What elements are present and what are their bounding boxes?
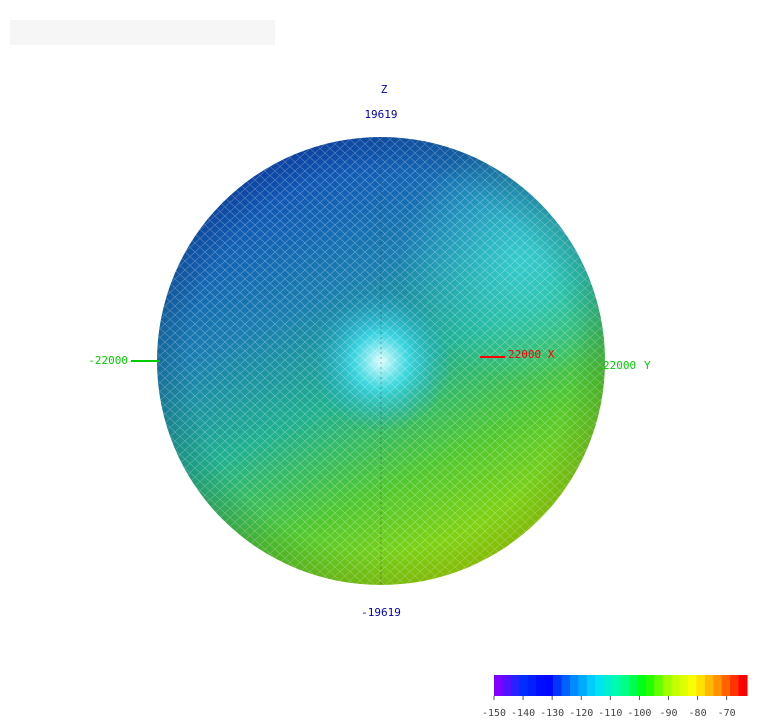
colorbar-cell [730,675,740,696]
colorbar-cell [502,675,512,696]
colorbar-cell [510,675,520,696]
colorbar-cell [662,675,672,696]
colorbar-cell [721,675,731,696]
z-max-label: 19619 [364,108,397,121]
z-axis-label: Z [381,83,388,96]
colorbar-tick-label: -70 [718,708,736,719]
colorbar-cell [595,675,605,696]
sphere [157,137,605,585]
colorbar-cell [738,675,748,696]
colorbar-cell [612,675,621,696]
colorbar-tick-label: -90 [659,708,677,719]
colorbar-tick-label: -80 [689,708,707,719]
colorbar-cell [578,675,588,696]
colorbar-cell [553,675,562,696]
colorbar-cell [671,675,681,696]
y-axis-label: Y [644,359,651,372]
colorbar-tick-label: -120 [569,708,593,719]
colorbar-cell [645,675,655,696]
blank-area [10,20,275,45]
colorbar-cell [696,675,706,696]
colorbar-cell [586,675,596,696]
colorbar-cell [494,675,503,696]
colorbar-cell [679,675,689,696]
y-max-label: 22000 [603,359,636,372]
y-min-label: -22000 [88,354,128,367]
colorbar-cell [544,675,554,696]
colorbar-cell [637,675,647,696]
colorbar-tick-label: -110 [598,708,622,719]
colorbar-cell [704,675,714,696]
colorbar-cell [713,675,723,696]
colorbar: -150 -140 -130 -120 -110 -100 -90 -80 -70 [482,675,748,719]
colorbar-cell [687,675,697,696]
colorbar-tick-label: -150 [482,708,506,719]
colorbar-cell [561,675,571,696]
colorbar-tick-label: -130 [540,708,564,719]
z-min-label: -19619 [361,606,401,619]
colorbar-cell [527,675,537,696]
colorbar-cell [536,675,546,696]
colorbar-cell [654,675,664,696]
colorbar-cell [569,675,579,696]
colorbar-cell [519,675,529,696]
colorbar-tick-label: -140 [511,708,535,719]
colorbar-cell [603,675,613,696]
colorbar-cell [620,675,630,696]
x-axis-label: 22000 X [508,348,555,361]
colorbar-cell [628,675,638,696]
colorbar-tick-label: -100 [627,708,651,719]
